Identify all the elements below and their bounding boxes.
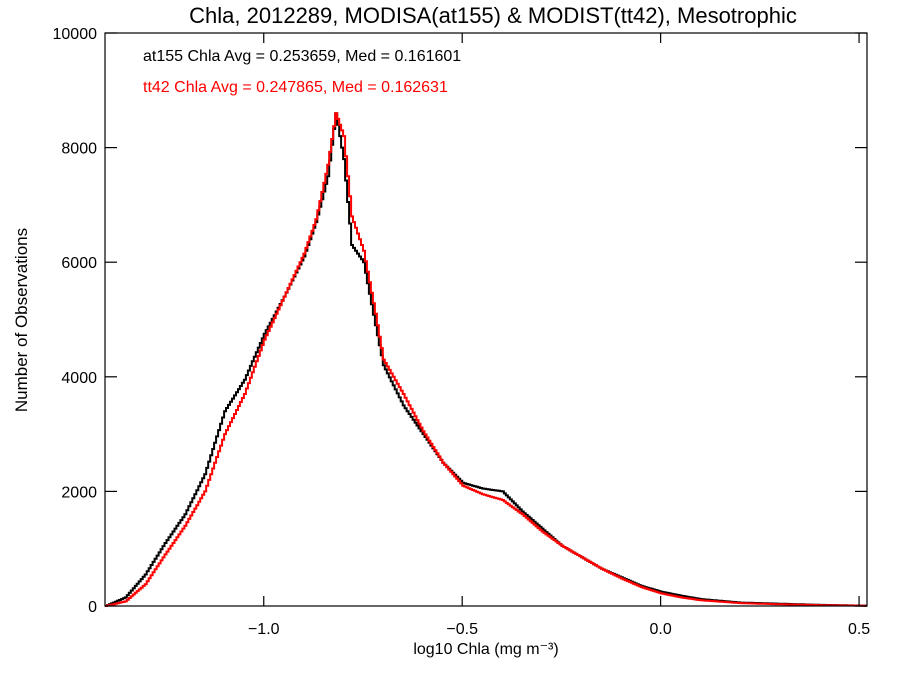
series-line-1 <box>105 112 867 607</box>
y-tick-label-2: 4000 <box>61 370 97 387</box>
series-line-0 <box>105 112 867 607</box>
y-tick-label-1: 2000 <box>61 484 97 501</box>
x-axis-label: log10 Chla (mg m⁻³) <box>413 641 558 658</box>
series-layer <box>105 112 867 607</box>
y-tick-label-3: 6000 <box>61 255 97 272</box>
y-tick-label-4: 8000 <box>61 141 97 158</box>
annotation-tt42: tt42 Chla Avg = 0.247865, Med = 0.162631 <box>143 79 448 96</box>
x-tick-label-2: 0.0 <box>650 621 672 638</box>
plot-area: −1.0 −0.5 0.0 0.5 0 2000 4000 6000 8000 10000 <box>53 26 871 638</box>
annotation-at155: at155 Chla Avg = 0.253659, Med = 0.16160… <box>143 48 461 65</box>
chart-title: Chla, 2012289, MODISA(at155) & MODIST(tt… <box>189 3 797 28</box>
x-tick-label-0: −1.0 <box>248 621 280 638</box>
y-axis-label: Number of Observations <box>12 228 31 412</box>
y-tick-label-5: 10000 <box>53 26 98 43</box>
y-tick-label-0: 0 <box>88 599 97 616</box>
x-tick-label-1: −0.5 <box>446 621 478 638</box>
x-tick-label-3: 0.5 <box>848 621 870 638</box>
ticks-layer: −1.0 −0.5 0.0 0.5 0 2000 4000 6000 8000 10000 <box>53 26 871 638</box>
plot-frame <box>104 32 868 607</box>
